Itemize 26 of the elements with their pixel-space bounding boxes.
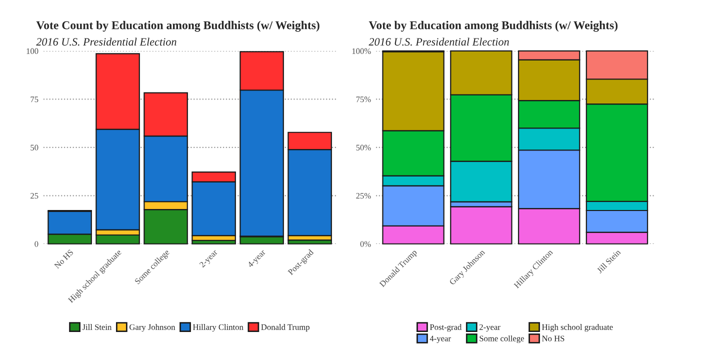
y-tick-label: 100 bbox=[26, 48, 38, 54]
chart-subtitle: 2016 U.S. Presidential Election bbox=[368, 38, 509, 46]
x-tick-label: Jill Stein bbox=[596, 248, 622, 274]
legend-label: Hillary Clinton bbox=[192, 324, 244, 332]
legend-label: 4-year bbox=[430, 336, 451, 344]
y-tick-label: 50 bbox=[30, 144, 38, 150]
legend-label: No HS bbox=[542, 336, 564, 342]
y-tick-label: 50% bbox=[356, 144, 371, 150]
chart-title: Vote by Education among Buddhists (w/ Weights) bbox=[368, 20, 618, 32]
legend-label: Donald Trump bbox=[261, 324, 310, 332]
y-tick-label: 0% bbox=[360, 241, 371, 247]
legend-label: High school graduate bbox=[542, 324, 613, 332]
chart-title: Vote Count by Education among Buddhists (w/ Weights) bbox=[36, 20, 320, 32]
legend-label: Post-grad bbox=[430, 324, 462, 332]
y-tick-label: 25% bbox=[356, 193, 371, 199]
legend-label: Some college bbox=[480, 335, 524, 344]
y-tick-label: 0 bbox=[34, 241, 38, 247]
y-tick-label: 75% bbox=[356, 96, 371, 102]
chart-subtitle: 2016 U.S. Presidential Election bbox=[36, 38, 176, 46]
y-tick-label: 25 bbox=[30, 193, 38, 199]
x-tick-label: No HS bbox=[54, 249, 74, 269]
y-tick-label: 75 bbox=[30, 96, 38, 102]
legend-label: 2-year bbox=[480, 324, 500, 332]
legend-label: Gary Johnson bbox=[130, 324, 176, 332]
y-tick-label: 100% bbox=[352, 48, 371, 54]
legend-label: Jill Stein bbox=[82, 324, 112, 330]
